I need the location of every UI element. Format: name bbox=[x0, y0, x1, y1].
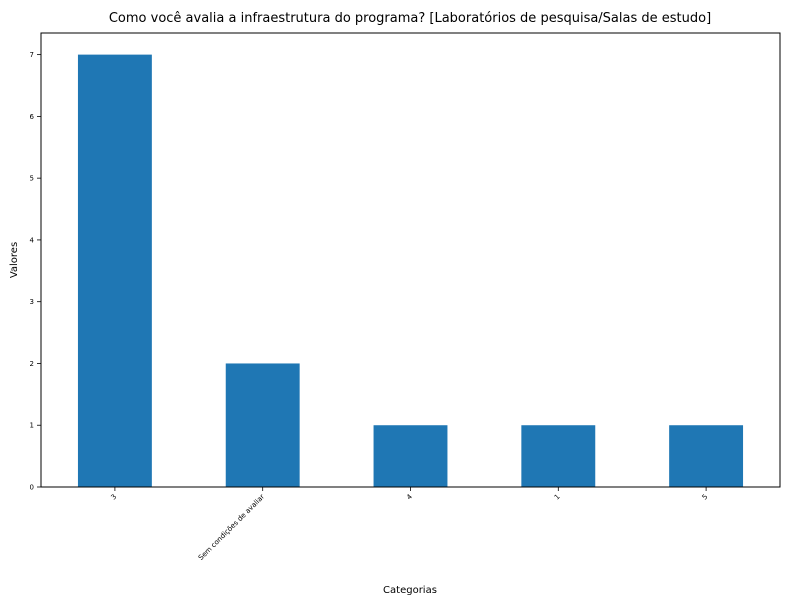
y-tick-label-4: 4 bbox=[30, 236, 35, 244]
x-tick-label-0: 3 bbox=[109, 493, 118, 502]
bar-2 bbox=[373, 425, 448, 487]
x-tick-label-1: Sem condições de avaliar bbox=[197, 493, 266, 562]
bar-4 bbox=[669, 425, 744, 487]
bar-1 bbox=[225, 363, 300, 487]
y-tick-label-5: 5 bbox=[30, 175, 34, 183]
y-tick-label-1: 1 bbox=[30, 422, 34, 430]
x-tick-label-3: 1 bbox=[553, 493, 562, 502]
x-tick-label-4: 5 bbox=[701, 493, 710, 502]
y-tick-label-3: 3 bbox=[30, 298, 34, 306]
y-tick-label-7: 7 bbox=[30, 51, 34, 59]
y-tick-label-2: 2 bbox=[30, 360, 34, 368]
bars-group bbox=[77, 54, 744, 488]
y-axis: 0 1 2 3 4 5 6 7 bbox=[30, 51, 41, 492]
y-axis-label: Valores bbox=[9, 242, 20, 278]
x-axis-label: Categorias bbox=[383, 585, 437, 596]
chart-title: Como você avalia a infraestrutura do pro… bbox=[109, 11, 711, 26]
x-axis: 3 Sem condições de avaliar 4 1 5 bbox=[109, 487, 710, 562]
bar-3 bbox=[521, 425, 596, 487]
bar-0 bbox=[77, 54, 152, 488]
y-tick-label-0: 0 bbox=[30, 484, 34, 492]
y-tick-label-6: 6 bbox=[30, 113, 35, 121]
x-tick-label-2: 4 bbox=[405, 492, 414, 501]
